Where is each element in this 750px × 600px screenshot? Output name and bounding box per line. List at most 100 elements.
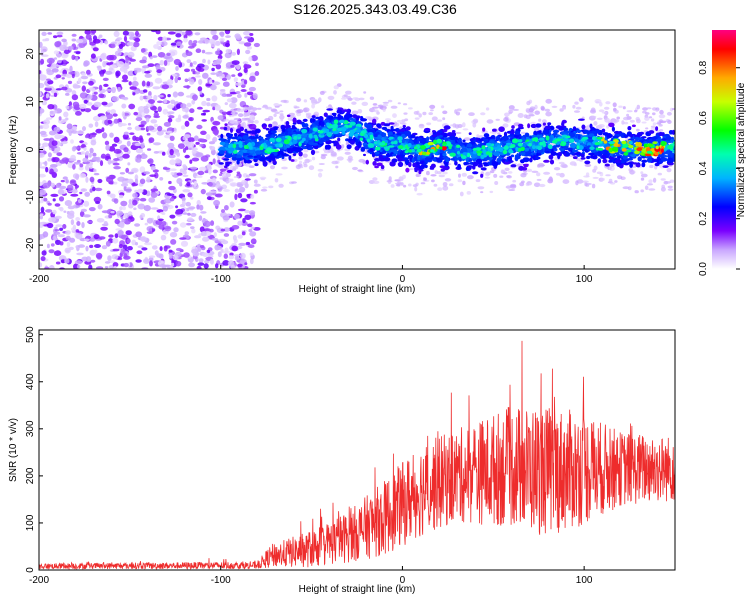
noise-blob: [73, 161, 81, 165]
ridge-blob: [255, 128, 261, 134]
noise-blob: [49, 265, 55, 269]
halo-blob: [610, 163, 615, 167]
ridge-blob: [409, 138, 413, 142]
noise-blob: [104, 140, 110, 146]
noise-blob: [80, 151, 86, 155]
noise-blob: [122, 212, 128, 219]
noise-blob: [158, 224, 165, 230]
ridge-blob: [326, 144, 331, 150]
noise-blob: [64, 258, 70, 264]
halo-blob: [591, 115, 597, 119]
noise-blob: [185, 222, 192, 226]
noise-blob: [144, 73, 153, 78]
noise-blob: [168, 185, 176, 191]
noise-blob: [89, 188, 93, 193]
halo-blob: [377, 104, 382, 107]
halo-blob: [636, 128, 640, 132]
noise-blob: [67, 184, 74, 191]
ridge-blob: [566, 151, 570, 157]
noise-blob: [134, 189, 139, 193]
noise-blob: [70, 130, 79, 134]
noise-blob: [46, 222, 54, 229]
ridge-blob: [380, 165, 385, 170]
halo-blob: [519, 163, 524, 166]
halo-blob: [654, 165, 658, 170]
halo-blob: [497, 132, 501, 135]
noise-blob: [58, 196, 65, 202]
noise-blob: [74, 260, 83, 265]
noise-blob: [196, 106, 203, 110]
halo-blob: [442, 182, 448, 187]
noise-blob: [44, 266, 50, 269]
ridge-blob: [577, 134, 581, 140]
noise-blob: [153, 115, 161, 119]
ridge-blob: [633, 139, 640, 143]
ridge-core-blob: [568, 138, 575, 143]
halo-blob: [489, 170, 495, 174]
halo-blob: [235, 120, 241, 123]
ridge-blob: [323, 112, 328, 118]
noise-blob: [105, 176, 114, 183]
noise-blob: [59, 44, 67, 51]
ridge-blob: [436, 131, 441, 136]
noise-blob: [83, 214, 91, 218]
ridge-blob: [366, 123, 373, 130]
halo-blob: [536, 178, 542, 181]
ridge-blob: [397, 161, 404, 167]
noise-blob: [204, 170, 209, 174]
noise-blob: [159, 246, 163, 252]
noise-blob: [55, 224, 63, 228]
noise-blob: [195, 48, 202, 53]
noise-blob: [226, 98, 233, 103]
noise-blob: [177, 77, 181, 81]
halo-blob: [437, 187, 443, 192]
noise-blob: [140, 120, 147, 126]
noise-blob: [58, 116, 62, 121]
noise-blob: [128, 203, 134, 209]
noise-blob: [143, 51, 149, 55]
noise-blob: [51, 63, 57, 68]
ridge-core-blob: [363, 133, 369, 138]
noise-blob: [244, 178, 251, 181]
noise-blob: [223, 189, 231, 192]
ridge-blob: [522, 157, 530, 163]
ridge-blob: [510, 164, 517, 168]
halo-blob: [486, 119, 494, 124]
noise-blob: [176, 178, 183, 185]
noise-blob: [56, 34, 63, 38]
noise-blob: [84, 30, 91, 35]
noise-blob: [211, 67, 215, 72]
halo-blob: [480, 191, 484, 194]
noise-blob: [55, 74, 62, 79]
ridge-blob: [518, 123, 524, 128]
noise-blob: [169, 148, 174, 156]
noise-blob: [39, 161, 43, 167]
ridge-blob: [302, 118, 308, 122]
halo-blob: [281, 166, 288, 170]
halo-blob: [562, 106, 567, 110]
halo-blob: [455, 131, 462, 135]
ridge-blob: [254, 163, 259, 167]
noise-blob: [191, 100, 196, 105]
noise-blob: [155, 64, 161, 71]
halo-blob: [387, 99, 393, 103]
noise-blob: [219, 89, 226, 92]
noise-blob: [46, 57, 55, 64]
noise-blob: [219, 31, 225, 36]
ridge-blob: [326, 108, 333, 111]
noise-blob: [183, 134, 191, 139]
ridge-blob: [226, 169, 233, 173]
noise-blob: [188, 206, 196, 210]
halo-blob: [526, 109, 530, 113]
ridge-blob: [311, 142, 319, 146]
noise-blob: [86, 109, 90, 113]
ridge-blob: [412, 162, 417, 168]
noise-blob: [174, 210, 182, 215]
noise-blob: [119, 194, 124, 199]
ridge-blob: [374, 151, 380, 155]
noise-blob: [139, 95, 144, 101]
noise-blob: [210, 30, 217, 36]
halo-blob: [372, 103, 378, 106]
ridge-blob: [360, 146, 366, 152]
ridge-blob: [470, 154, 477, 159]
